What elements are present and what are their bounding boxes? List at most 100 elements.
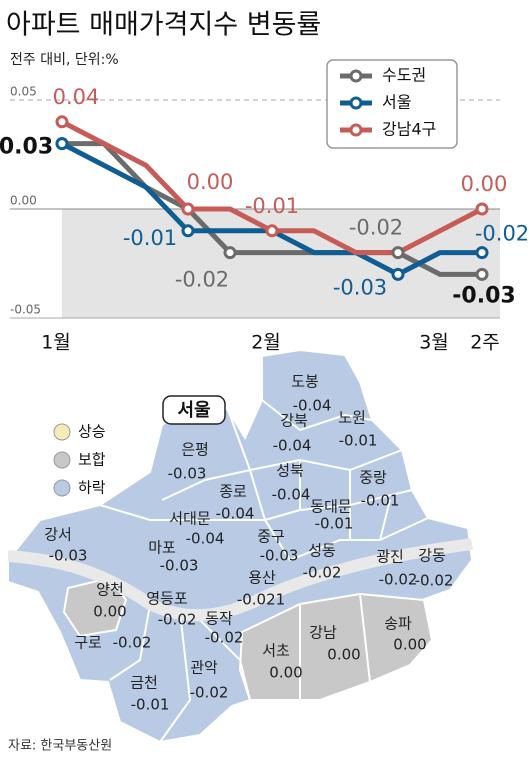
district-name: 강서 bbox=[44, 526, 72, 544]
district-name: 서초 bbox=[262, 642, 290, 660]
x-tick-label: 1월 bbox=[41, 332, 71, 354]
legend-label: 하락 bbox=[78, 479, 106, 497]
district-change: -0.04 bbox=[186, 530, 225, 548]
district-change: -0.02 bbox=[113, 634, 152, 652]
data-label: -0.03 bbox=[333, 275, 387, 299]
y-tick-label: 0.00 bbox=[10, 194, 37, 208]
district-change: -0.04 bbox=[273, 437, 312, 455]
legend-swatch bbox=[53, 479, 71, 497]
district-name: 송파 bbox=[384, 615, 412, 633]
district-name: 은평 bbox=[181, 441, 209, 459]
negative-zone bbox=[62, 209, 500, 318]
x-tick-label: 3월 bbox=[419, 332, 449, 354]
district-change: -0.04 bbox=[293, 397, 332, 415]
point-marker bbox=[181, 202, 195, 216]
legend-label: 보합 bbox=[78, 451, 106, 469]
data-label: 0.00 bbox=[187, 170, 234, 194]
district-name: 도봉 bbox=[291, 373, 319, 391]
district-change: -0.03 bbox=[260, 547, 299, 565]
district-name: 종로 bbox=[219, 483, 247, 501]
border bbox=[299, 593, 371, 700]
district-name: 동대문 bbox=[310, 498, 352, 516]
border bbox=[109, 604, 251, 743]
district-change: -0.02 bbox=[190, 684, 229, 702]
point-marker bbox=[55, 115, 69, 129]
data-label: -0.01 bbox=[245, 194, 299, 218]
chart-title: 아파트 매매가격지수 변동률 bbox=[6, 10, 321, 41]
district-borders bbox=[99, 399, 429, 743]
district-change: -0.02 bbox=[415, 572, 454, 590]
point-marker bbox=[265, 224, 279, 238]
data-label: -0.02 bbox=[175, 268, 229, 292]
data-label: -0.01 bbox=[123, 226, 177, 250]
border bbox=[99, 504, 429, 562]
district-change: -0.01 bbox=[361, 492, 400, 510]
legend-label: 강남4구 bbox=[382, 120, 436, 139]
district-change: -0.03 bbox=[49, 547, 88, 565]
point-marker bbox=[391, 267, 405, 281]
district-change: -0.03 bbox=[160, 557, 199, 575]
district-change: 0.00 bbox=[269, 664, 302, 682]
legend-swatch bbox=[53, 451, 71, 469]
line-chart: 0.05 0.00 -0.05 1월 2월 3월 2주 0.03 -0.02 -0.02 -0.03… bbox=[0, 59, 529, 354]
chart-subtitle: 전주 대비, 단위:% bbox=[10, 52, 119, 68]
point-marker bbox=[475, 202, 489, 216]
legend-label: 수도권 bbox=[382, 66, 426, 85]
han-river bbox=[7, 538, 473, 622]
district-name: 영등포 bbox=[146, 590, 188, 608]
point-marker bbox=[391, 246, 405, 260]
district-name: 중구 bbox=[257, 528, 285, 546]
district-name: 금천 bbox=[130, 674, 158, 692]
point-marker bbox=[55, 137, 69, 151]
district-change: -0.021 bbox=[237, 591, 285, 609]
legend-label: 서울 bbox=[382, 93, 411, 112]
border bbox=[261, 399, 373, 432]
district-change: -0.04 bbox=[216, 505, 255, 523]
district-name: 마포 bbox=[148, 539, 176, 557]
district-name: 성동 bbox=[308, 542, 336, 560]
district-name: 서대문 bbox=[169, 510, 211, 528]
district-change: 0.00 bbox=[327, 646, 360, 664]
border bbox=[299, 460, 391, 541]
legend-marker bbox=[349, 69, 363, 83]
legend-swatch bbox=[53, 423, 71, 441]
x-tick-label: 2주 bbox=[470, 332, 500, 354]
district-name: 동작 bbox=[205, 610, 233, 628]
district-change: -0.02 bbox=[303, 564, 342, 582]
map-title-box bbox=[162, 395, 226, 425]
district-name: 구로 bbox=[74, 634, 102, 652]
district-change: -0.04 bbox=[272, 486, 311, 504]
data-label: 0.04 bbox=[53, 85, 100, 109]
district-change: -0.02 bbox=[205, 629, 244, 647]
source: 자료: 한국부동산원 bbox=[8, 739, 112, 754]
map-title: 서울 bbox=[177, 400, 210, 421]
point-marker bbox=[475, 267, 489, 281]
district-name: 강동 bbox=[418, 547, 446, 565]
district-name: 중랑 bbox=[359, 469, 387, 487]
district-change: -0.02 bbox=[379, 571, 418, 589]
data-label: -0.02 bbox=[475, 222, 529, 246]
legend-label: 상승 bbox=[78, 423, 106, 441]
data-label: 0.00 bbox=[461, 172, 508, 196]
point-marker bbox=[223, 246, 237, 260]
data-label: 0.03 bbox=[0, 135, 53, 160]
district-name: 성북 bbox=[276, 462, 304, 480]
district-name: 강남 bbox=[309, 624, 337, 642]
data-label: -0.03 bbox=[452, 283, 515, 308]
y-tick-label: -0.05 bbox=[10, 303, 41, 317]
legend-marker bbox=[349, 96, 363, 110]
point-marker bbox=[475, 246, 489, 260]
district-name: 광진 bbox=[376, 548, 404, 566]
district-change: -0.01 bbox=[315, 515, 354, 533]
y-tick-label: 0.05 bbox=[10, 85, 37, 99]
district-change: -0.03 bbox=[168, 465, 207, 483]
legend-marker bbox=[349, 123, 363, 137]
district-name: 강북 bbox=[280, 412, 308, 430]
district-change: 0.00 bbox=[393, 636, 426, 654]
district-change: -0.02 bbox=[158, 611, 197, 629]
district-change: -0.01 bbox=[339, 432, 378, 450]
point-marker bbox=[181, 224, 195, 238]
district-change: 0.00 bbox=[93, 603, 126, 621]
series-line bbox=[62, 141, 482, 277]
